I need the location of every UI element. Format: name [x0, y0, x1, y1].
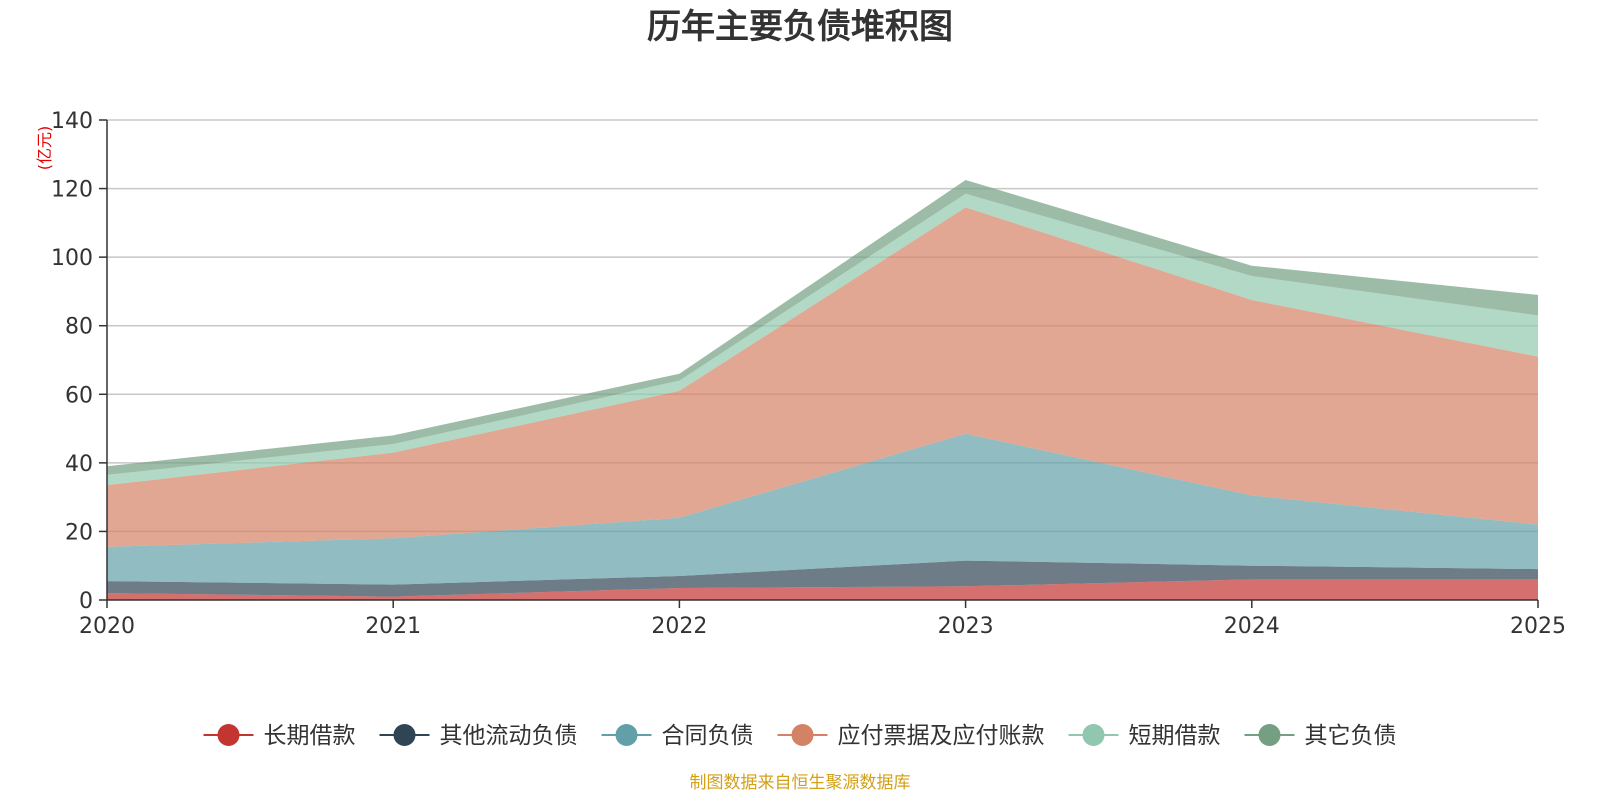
legend-item-1[interactable]: 其他流动负债: [379, 723, 578, 749]
y-tick-label: 40: [65, 452, 93, 477]
legend-item-4[interactable]: 短期借款: [1068, 723, 1221, 749]
legend-item-0[interactable]: 长期借款: [203, 723, 356, 749]
series-areas: [107, 180, 1538, 600]
legend-item-3[interactable]: 应付票据及应付账款: [777, 723, 1045, 749]
area-series-2: [107, 433, 1538, 585]
chart-title: 历年主要负债堆积图: [647, 7, 953, 47]
legend-swatch-circle: [393, 724, 416, 746]
x-tick-label: 2024: [1224, 614, 1280, 639]
area-series-5: [107, 180, 1538, 475]
area-series-4: [107, 193, 1538, 486]
area-series-3: [107, 207, 1538, 547]
legend-item-5[interactable]: 其它负债: [1244, 723, 1397, 749]
source-note: 制图数据来自恒生聚源数据库: [690, 773, 911, 793]
axes: 0 20 40 60 80 100 120 140 2020 2021 2022 2023 2024 20…: [51, 109, 1566, 639]
legend-item-2[interactable]: 合同负债: [601, 723, 754, 749]
y-tick-label: 80: [65, 315, 93, 340]
y-tick-label: 60: [65, 383, 93, 408]
area-series-1: [107, 560, 1538, 597]
area-series-0: [107, 579, 1538, 600]
y-tick-label: 0: [79, 589, 93, 614]
y-tick-label: 120: [51, 178, 93, 203]
legend[interactable]: 长期借款 其他流动负债 合同负债 应付票据及应付账款 短期借款 其它负债: [203, 723, 1397, 749]
legend-label: 长期借款: [264, 723, 356, 749]
legend-label: 其他流动负债: [440, 723, 578, 749]
legend-swatch-circle: [615, 724, 638, 746]
legend-label: 应付票据及应付账款: [838, 723, 1045, 749]
legend-swatch-circle: [217, 724, 240, 746]
legend-swatch-circle: [1258, 724, 1281, 746]
legend-label: 短期借款: [1129, 723, 1221, 749]
x-tick-label: 2025: [1510, 614, 1566, 639]
legend-label: 合同负债: [662, 723, 754, 749]
y-tick-label: 100: [51, 246, 93, 271]
legend-swatch-circle: [791, 724, 814, 746]
y-axis-unit-label: (亿元): [35, 126, 54, 171]
y-tick-label: 20: [65, 520, 93, 545]
legend-label: 其它负债: [1305, 723, 1397, 749]
x-tick-label: 2023: [938, 614, 994, 639]
x-tick-label: 2022: [651, 614, 707, 639]
x-tick-label: 2021: [365, 614, 421, 639]
y-tick-label: 140: [51, 109, 93, 134]
x-tick-label: 2020: [79, 614, 135, 639]
legend-swatch-circle: [1082, 724, 1105, 746]
